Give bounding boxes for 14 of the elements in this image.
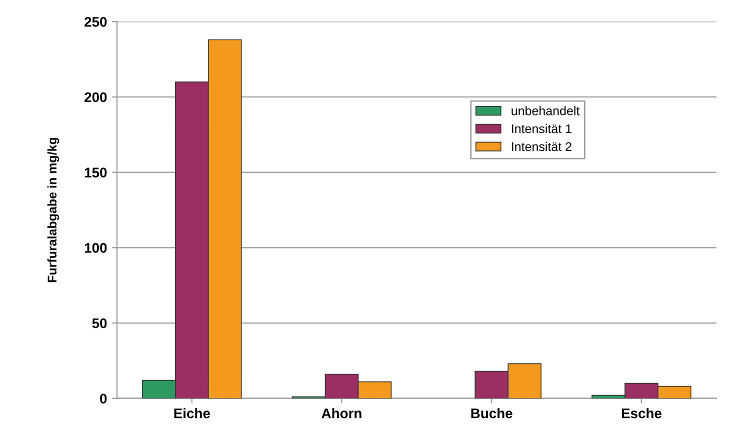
legend-label: unbehandelt (512, 106, 580, 116)
legend-label: Intensität 1 (512, 124, 572, 134)
y-tick-label: 100 (84, 243, 107, 253)
x-tick-label: Esche (622, 408, 662, 418)
y-tick-label: 50 (92, 318, 107, 328)
y-tick-label: 250 (84, 16, 107, 27)
y-tick-label: 150 (84, 168, 107, 178)
x-tick-label: Buche (471, 408, 512, 418)
legend-label: Intensität 2 (512, 142, 572, 152)
x-tick-label: Eiche (174, 408, 210, 418)
y-tick-label: 0 (100, 394, 107, 404)
x-tick-label: Ahorn (322, 408, 362, 418)
y-axis-title: Furfuralabgabe in mg/kg (47, 138, 60, 282)
y-tick-label: 200 (84, 92, 107, 102)
